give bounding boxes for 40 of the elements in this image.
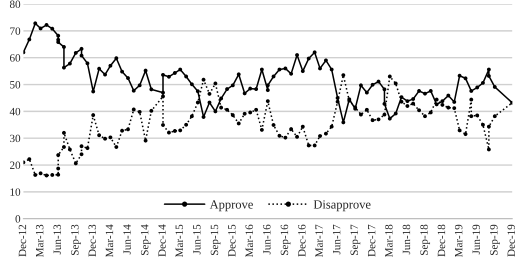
x-tick-label: Jun-13 xyxy=(54,224,61,254)
x-tick-label: Mar-18 xyxy=(385,224,393,258)
x-tick-label: Mar-13 xyxy=(36,224,44,258)
x-tick-label: Dec-18 xyxy=(438,224,446,257)
legend-label: Disapprove xyxy=(314,200,371,212)
y-tick-label: 60 xyxy=(10,54,20,62)
x-tick-label: Jun-18 xyxy=(402,224,410,254)
y-tick-label: 80 xyxy=(10,0,20,8)
x-tick-label: Sep-18 xyxy=(420,224,430,255)
y-tick-label: 10 xyxy=(10,188,20,196)
y-tick-label: 20 xyxy=(10,162,20,169)
x-tick-label: Sep-19 xyxy=(490,224,500,255)
x-tick-label: Sep-16 xyxy=(280,224,290,255)
y-tick-label: 70 xyxy=(10,27,20,35)
x-tick-label: Jun-14 xyxy=(123,224,131,254)
x-tick-label: Sep-14 xyxy=(140,224,151,255)
x-tick-label: Dec-17 xyxy=(368,224,376,257)
x-tick-label: Sep-15 xyxy=(210,224,220,255)
x-tick-label: Dec-15 xyxy=(228,224,236,257)
x-tick-label: Dec-13 xyxy=(88,224,96,257)
y-tick-label: 40 xyxy=(10,108,20,116)
x-tick-label: Mar-17 xyxy=(315,224,323,258)
x-tick-label: Mar-19 xyxy=(454,224,462,258)
x-tick-label: Jun-16 xyxy=(263,224,271,254)
x-tick-label: Sep-17 xyxy=(350,224,360,255)
x-tick-label: Dec-12 xyxy=(18,224,26,257)
x-tick-label: Dec-16 xyxy=(298,224,306,257)
y-tick-label: 0 xyxy=(15,215,20,223)
x-tick-label: Dec-14 xyxy=(158,224,166,257)
x-tick-label: Sep-13 xyxy=(71,224,81,255)
x-tick-label: Jun-15 xyxy=(193,224,201,254)
y-tick-label: 50 xyxy=(10,81,20,89)
x-tick-label: Dec-19 xyxy=(508,224,515,257)
x-tick-label: Mar-15 xyxy=(176,224,183,258)
y-tick-label: 30 xyxy=(10,134,20,142)
x-tick-label: Mar-14 xyxy=(106,224,114,258)
x-tick-label: Jun-19 xyxy=(472,224,480,254)
legend-label: Approve xyxy=(210,200,253,212)
x-tick-label: Mar-16 xyxy=(246,224,253,258)
x-tick-label: Jun-17 xyxy=(332,224,340,254)
